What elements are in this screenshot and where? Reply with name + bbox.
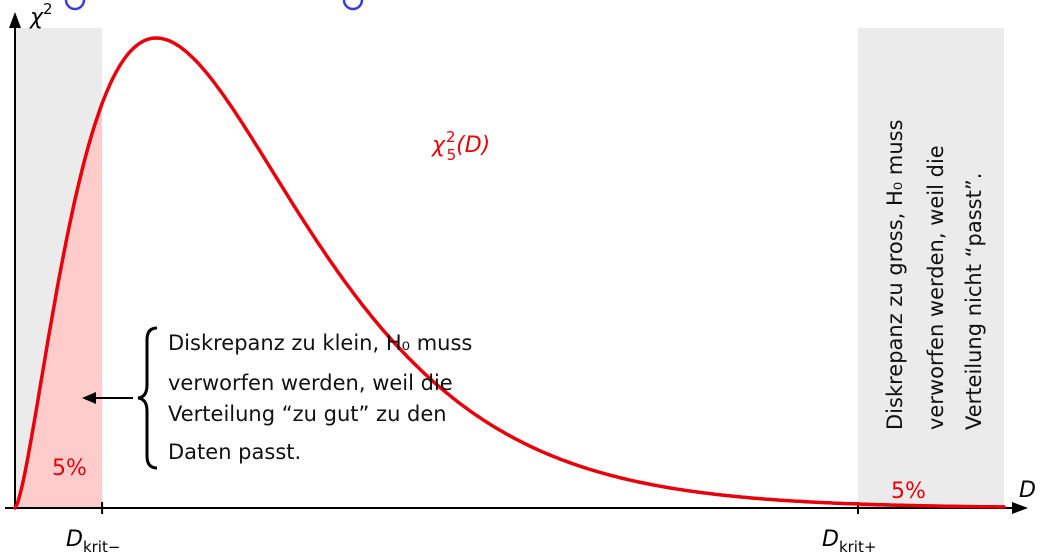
top-edge-marks	[64, 0, 364, 11]
y-axis-arrow-icon	[9, 12, 21, 28]
krit-minus-label: Dkrit−	[66, 527, 120, 553]
krit-plus-label: Dkrit+	[822, 527, 876, 553]
x-axis-arrow-icon	[1012, 502, 1028, 514]
chi-squared-curve	[13, 36, 1006, 510]
left-annotation: Diskrepanz zu klein, H₀ muss verworfen w…	[82, 326, 472, 470]
x-axis-label: D	[1019, 478, 1036, 503]
top-edge-mark-left	[64, 0, 86, 11]
y-axis-label: χ2	[29, 0, 53, 30]
left-note-line-4: Daten passt.	[168, 440, 301, 464]
right-note-line-1: Diskrepanz zu gross, H₀ muss	[883, 119, 907, 430]
left-note-line-3: Verteilung “zu gut” zu den	[168, 402, 447, 426]
left-note-line-2: verworfen werden, weil die	[168, 371, 453, 395]
rejection-band-right	[858, 28, 1004, 508]
left-note-line-1: Diskrepanz zu klein, H₀ muss	[168, 331, 472, 355]
top-edge-mark-right	[342, 0, 364, 11]
right-note-line-3: Verteilung nicht “passt”.	[962, 173, 986, 430]
tail-percent-left: 5%	[52, 456, 87, 481]
axes	[5, 12, 1028, 514]
curly-brace-icon	[137, 326, 158, 470]
curve-label: χ2 5(D)	[431, 128, 490, 164]
right-annotation: Diskrepanz zu gross, H₀ muss verworfen w…	[883, 119, 986, 430]
tail-percent-right: 5%	[891, 479, 926, 504]
tail-area-left	[15, 103, 103, 508]
arrow-left-icon	[82, 392, 96, 404]
right-note-line-2: verworfen werden, weil die	[924, 145, 948, 430]
